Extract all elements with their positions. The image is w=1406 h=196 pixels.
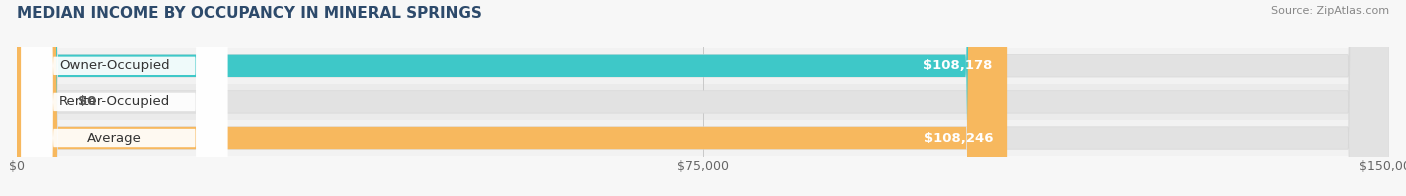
Text: Source: ZipAtlas.com: Source: ZipAtlas.com [1271,6,1389,16]
FancyBboxPatch shape [17,0,1007,196]
Bar [17,84,1389,120]
Bar [17,48,1389,84]
FancyBboxPatch shape [17,0,55,196]
Text: Average: Average [87,132,142,144]
FancyBboxPatch shape [17,0,1389,196]
Text: MEDIAN INCOME BY OCCUPANCY IN MINERAL SPRINGS: MEDIAN INCOME BY OCCUPANCY IN MINERAL SP… [17,6,482,21]
Text: $108,178: $108,178 [924,59,993,72]
Text: Owner-Occupied: Owner-Occupied [59,59,169,72]
FancyBboxPatch shape [17,0,1389,196]
Text: Renter-Occupied: Renter-Occupied [59,95,170,108]
FancyBboxPatch shape [21,0,228,196]
Bar [17,120,1389,156]
FancyBboxPatch shape [17,0,1007,196]
FancyBboxPatch shape [17,0,1389,196]
FancyBboxPatch shape [21,0,228,196]
Text: $108,246: $108,246 [924,132,994,144]
FancyBboxPatch shape [21,0,228,196]
Text: $0: $0 [79,95,97,108]
